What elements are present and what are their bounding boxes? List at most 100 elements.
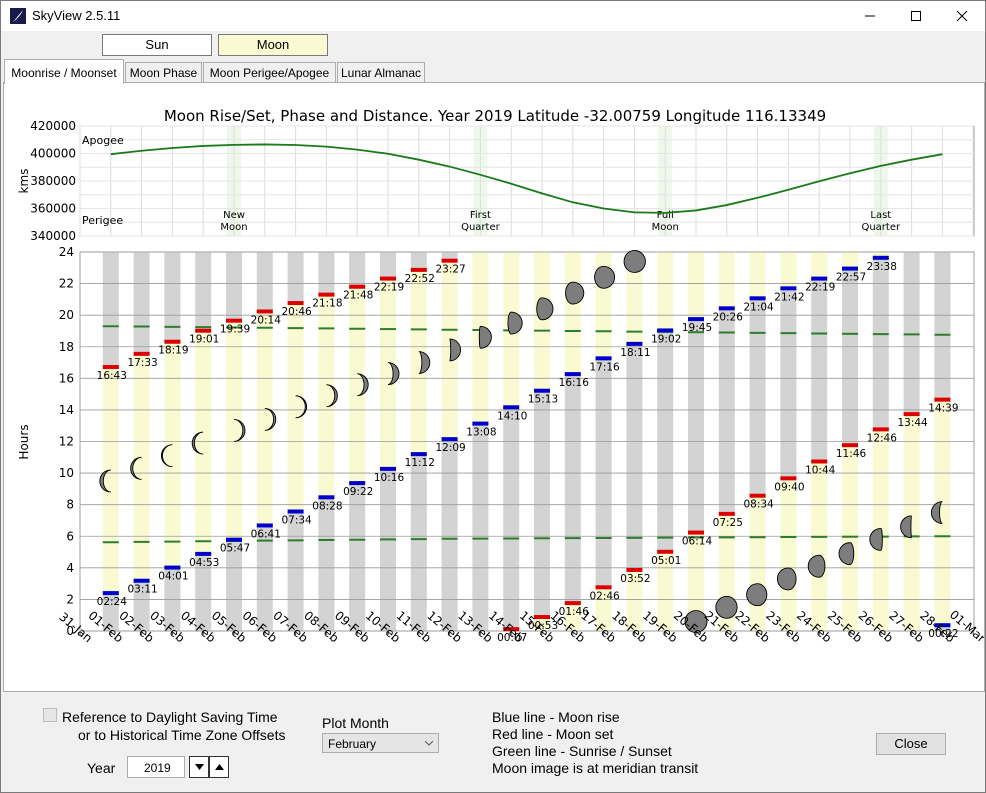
moon-phase-icon [594, 265, 615, 289]
minimize-button[interactable] [847, 1, 893, 31]
year-input[interactable]: 2019 [127, 756, 185, 778]
moon-up-bar [195, 330, 212, 554]
moon-down-bar [133, 252, 150, 354]
moon-up-bar [903, 414, 920, 631]
year-decrement-button[interactable] [189, 756, 209, 778]
moonset-mark [133, 351, 150, 356]
legend-sun: Green line - Sunrise / Sunset [492, 743, 672, 759]
moon-down-bar [934, 625, 951, 631]
moon-up-bar [657, 551, 674, 631]
moonset-label: 01:46 [559, 606, 590, 618]
close-button[interactable]: Close [876, 733, 946, 755]
moonset-mark [688, 530, 704, 535]
moon-down-bar [195, 553, 212, 631]
moon-down-bar [164, 252, 181, 342]
moon-down-bar [256, 525, 273, 631]
moonrise-label: 21:04 [743, 301, 774, 313]
moonset-mark [564, 601, 581, 606]
dst-checkbox[interactable] [43, 708, 57, 722]
moonset-label: 20:14 [251, 314, 282, 326]
moonset-label: 10:44 [805, 465, 836, 477]
distance-line [110, 143, 943, 214]
close-window-button[interactable] [939, 1, 985, 31]
tab-moon-phase[interactable]: Moon Phase [125, 62, 202, 83]
moon-down-bar [133, 580, 150, 631]
moon-down-bar [226, 252, 242, 321]
moon-up-bar [718, 252, 735, 309]
moon-phase-icon [623, 250, 646, 273]
moon-up-bar [749, 252, 766, 299]
moonset-mark [349, 284, 366, 289]
dst-label-line1: Reference to Daylight Saving Time [62, 709, 278, 725]
moonset-mark [903, 412, 920, 417]
moon-button[interactable]: Moon [218, 34, 328, 56]
moonset-mark [441, 258, 458, 263]
phase-label-line2: Quarter [861, 222, 901, 233]
moon-phase-icon [777, 567, 797, 591]
moonrise-mark [195, 551, 212, 556]
moon-down-bar [780, 288, 797, 479]
maximize-button[interactable] [893, 1, 939, 31]
moonrise-mark [657, 328, 674, 333]
moon-down-bar [349, 483, 366, 631]
moon-phase-icon [387, 362, 400, 386]
moonset-mark [749, 493, 766, 498]
moonrise-mark [102, 591, 119, 596]
moon-up-bar [441, 260, 458, 440]
year-increment-button[interactable] [209, 756, 229, 778]
moonset-mark [811, 459, 828, 464]
moon-down-bar [349, 252, 366, 287]
moon-up-bar [595, 587, 612, 631]
moonset-label: 16:43 [97, 370, 127, 382]
triangle-down-icon [194, 764, 204, 770]
tab-lunar-almanac[interactable]: Lunar Almanac [337, 62, 425, 83]
moon-down-bar [718, 308, 735, 514]
phase-label-line1: First [470, 210, 491, 221]
moonset-label: 00:07 [497, 632, 527, 644]
sun-button[interactable]: Sun [102, 34, 212, 56]
moonset-mark [780, 476, 797, 481]
moon-phase-icon [99, 469, 111, 493]
moonset-mark [718, 511, 735, 516]
maximize-icon [911, 11, 921, 21]
moon-up-bar [780, 252, 797, 289]
moon-down-bar [534, 390, 550, 618]
moon-down-bar [226, 539, 242, 631]
close-icon [956, 10, 968, 22]
moonset-mark [503, 627, 520, 632]
moonset-mark [626, 567, 643, 572]
tab-moonrise-moonset[interactable]: Moonrise / Moonset [4, 59, 124, 84]
moon-up-bar [318, 294, 335, 498]
phase-label-line2: Quarter [461, 222, 501, 233]
moonrise-mark [564, 372, 581, 377]
moon-down-bar [380, 468, 396, 631]
moonset-label: 19:39 [220, 324, 250, 336]
moonset-label: 22:52 [405, 273, 435, 285]
moon-up-bar [626, 569, 643, 631]
moonset-label: 21:48 [343, 290, 373, 302]
moonrise-label: 21:42 [774, 291, 804, 303]
moon-down-bar [472, 423, 489, 631]
moonrise-label: 07:34 [281, 515, 312, 527]
moonset-label: 07:25 [713, 517, 743, 529]
moonset-mark [380, 276, 396, 281]
moonset-mark [657, 549, 674, 554]
moonrise-label: 08:28 [312, 500, 342, 512]
moonrise-label: 04:53 [189, 557, 219, 569]
moonrise-mark [380, 466, 396, 471]
moonset-label: 19:01 [189, 334, 219, 346]
moonrise-mark [749, 296, 766, 301]
moon-phase-icon [264, 407, 277, 431]
moonset-label: 14:39 [928, 403, 958, 415]
moon-down-bar [872, 257, 889, 430]
moon-down-bar [102, 593, 119, 631]
tab-moon-perigee-apogee[interactable]: Moon Perigee/Apogee [203, 62, 336, 83]
moon-phase-icon [418, 351, 431, 374]
phase-label-line1: Last [870, 210, 891, 221]
plot-month-select[interactable]: February [322, 733, 439, 753]
moonset-mark [256, 309, 273, 314]
moon-down-bar [287, 511, 304, 631]
moonrise-label: 09:22 [343, 486, 373, 498]
moonset-label: 06:14 [682, 536, 713, 548]
distance-ytick-label: 340000 [30, 229, 76, 243]
